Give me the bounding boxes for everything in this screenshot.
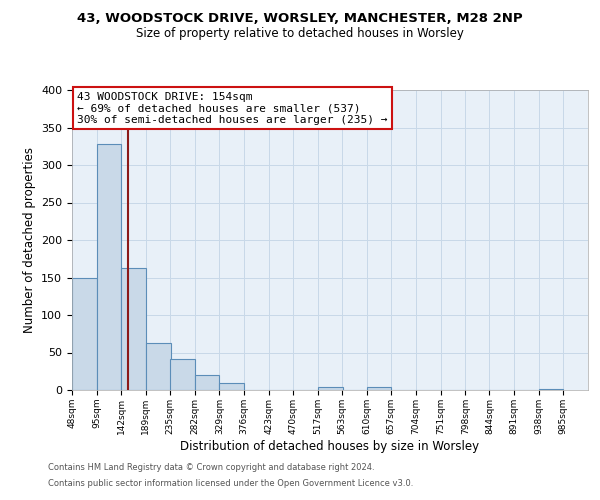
Bar: [72, 278, 97, 390]
Text: 43, WOODSTOCK DRIVE, WORSLEY, MANCHESTER, M28 2NP: 43, WOODSTOCK DRIVE, WORSLEY, MANCHESTER…: [77, 12, 523, 26]
X-axis label: Distribution of detached houses by size in Worsley: Distribution of detached houses by size …: [181, 440, 479, 452]
Bar: [539, 388, 563, 390]
Bar: [367, 387, 391, 390]
Y-axis label: Number of detached properties: Number of detached properties: [23, 147, 35, 333]
Bar: [220, 383, 244, 390]
Text: Size of property relative to detached houses in Worsley: Size of property relative to detached ho…: [136, 28, 464, 40]
Bar: [121, 268, 146, 390]
Bar: [195, 375, 220, 390]
Bar: [97, 144, 121, 390]
Text: Contains HM Land Registry data © Crown copyright and database right 2024.: Contains HM Land Registry data © Crown c…: [48, 464, 374, 472]
Bar: [318, 387, 343, 390]
Text: 43 WOODSTOCK DRIVE: 154sqm
← 69% of detached houses are smaller (537)
30% of sem: 43 WOODSTOCK DRIVE: 154sqm ← 69% of deta…: [77, 92, 388, 124]
Text: Contains public sector information licensed under the Open Government Licence v3: Contains public sector information licen…: [48, 478, 413, 488]
Bar: [170, 358, 195, 390]
Bar: [146, 343, 170, 390]
